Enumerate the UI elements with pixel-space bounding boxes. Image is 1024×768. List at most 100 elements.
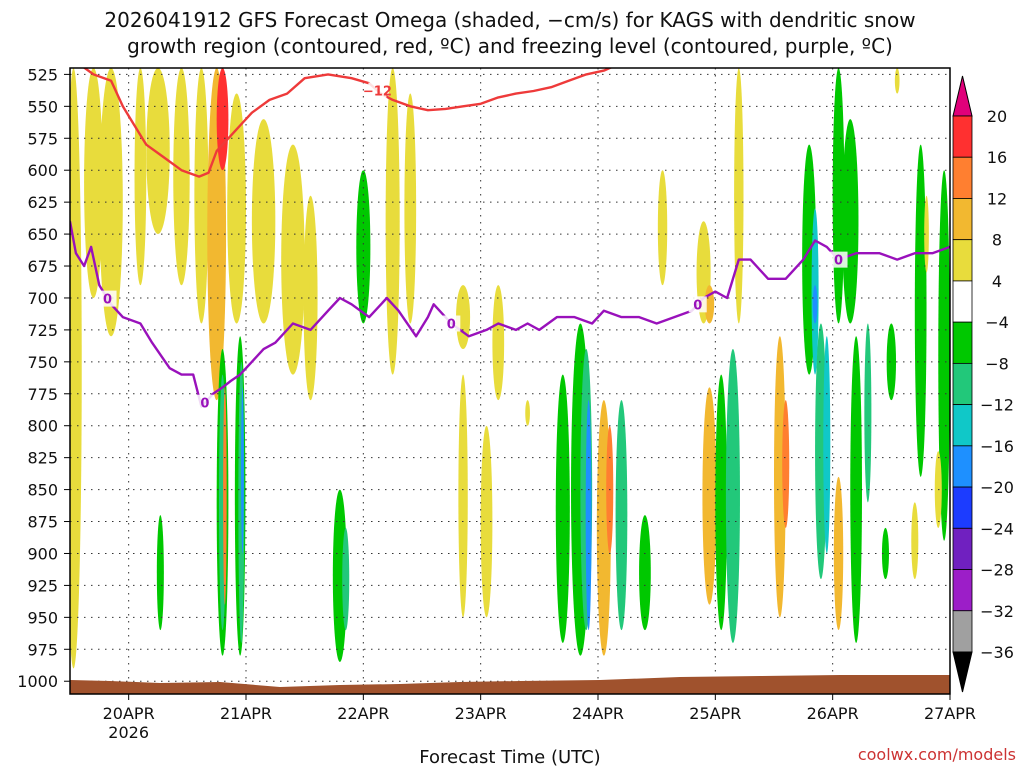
x-tick-label: 23APR	[455, 704, 507, 723]
omega-shade-blob	[216, 68, 229, 171]
omega-shade-blob	[938, 170, 950, 541]
x-axis-label: Forecast Time (UTC)	[419, 747, 600, 768]
omega-shade-blob	[332, 489, 347, 663]
colorbar-segment	[952, 610, 973, 653]
omega-shade-blob	[281, 144, 305, 375]
y-tick-label: 800	[27, 417, 58, 436]
ground-terrain	[70, 675, 950, 694]
omega-shade-blob	[456, 285, 471, 350]
omega-shade-blob	[84, 68, 103, 298]
omega-shade-blob	[812, 285, 818, 324]
omega-shade-blob	[702, 387, 717, 605]
contour-label-bg	[829, 251, 848, 268]
y-tick-label: 550	[27, 97, 58, 116]
colorbar: 20 16 12 8 4 −4 −8 −12 −16 −20 −24 −28 −32 −36	[952, 75, 1014, 693]
y-tick-label: 775	[27, 385, 58, 404]
omega-shade-blob	[525, 400, 530, 426]
omega-shade-blob	[492, 285, 505, 401]
y-tick-label: 1000	[17, 672, 58, 691]
colorbar-label: −28	[980, 561, 1014, 580]
omega-shade-blob	[833, 476, 844, 631]
omega-shade-blob	[134, 68, 147, 286]
y-tick-label: 875	[27, 513, 58, 532]
dendritic-minus12-line	[82, 68, 613, 178]
y-tick-label: 700	[27, 289, 58, 308]
omega-shade-blob	[886, 323, 897, 401]
omega-shade-blob	[657, 170, 668, 286]
contour-label-bg	[688, 296, 707, 313]
contour-label: 0	[447, 318, 456, 333]
omega-shade-blob	[894, 68, 900, 94]
y-tick-label: 600	[27, 161, 58, 180]
x-tick-year-label: 2026	[108, 723, 149, 742]
credit-text: coolwx.com/models	[858, 745, 1016, 764]
omega-shade-blob	[342, 527, 350, 631]
colorbar-segment	[952, 486, 973, 529]
omega-shade-blob	[156, 515, 164, 631]
omega-shade-blob	[555, 374, 570, 643]
omega-shade-blob	[823, 336, 831, 554]
colorbar-bottom-triangle	[952, 651, 973, 693]
colorbar-segment	[952, 362, 973, 406]
y-tick-label: 675	[27, 257, 58, 276]
colorbar-segment	[952, 239, 973, 282]
omega-shade-blob	[251, 119, 276, 324]
omega-shade-blob	[480, 425, 493, 618]
colorbar-segment	[952, 280, 973, 323]
omega-shade-blob	[99, 68, 123, 337]
x-tick-label: 26APR	[807, 704, 859, 723]
contour-labels: 0 0 0 0 0 −12	[98, 82, 848, 412]
contour-label-bg	[442, 315, 461, 332]
colorbar-top-triangle	[952, 75, 973, 117]
colorbar-label: 8	[992, 231, 1002, 250]
omega-shade-blob	[639, 515, 651, 631]
x-tick-label: 20APR	[103, 704, 155, 723]
contour-label: 0	[834, 254, 843, 269]
colorbar-segment	[952, 445, 973, 488]
ground-fill	[70, 675, 950, 694]
colorbar-segment	[952, 404, 973, 447]
y-tick-label: 650	[27, 225, 58, 244]
y-tick-label: 950	[27, 608, 58, 627]
omega-shade-blob	[404, 93, 417, 324]
colorbar-label: −32	[980, 602, 1014, 621]
omega-shade-blob	[585, 400, 592, 631]
omega-shade-blob	[146, 68, 170, 235]
omega-shade-blob	[842, 119, 859, 324]
omega-shade-blob	[458, 374, 468, 618]
omega-shade-blob	[914, 144, 927, 477]
contour-label-bg	[195, 394, 214, 411]
colorbar-label: −36	[980, 643, 1014, 662]
omega-shade-blob	[356, 170, 371, 324]
colorbar-segment	[952, 569, 973, 612]
omega-shade-blob	[782, 400, 790, 528]
omega-shade-blob	[850, 336, 863, 643]
y-tick-label: 900	[27, 544, 58, 563]
colorbar-label: −12	[980, 396, 1014, 415]
y-tick-label: 750	[27, 353, 58, 372]
y-tick-label: 925	[27, 576, 58, 595]
omega-shade-blob	[615, 400, 628, 631]
contour-label-bg	[368, 82, 387, 99]
y-tick-label: 625	[27, 193, 58, 212]
contour-label: 0	[693, 298, 702, 313]
x-tick-label: 24APR	[572, 704, 624, 723]
colorbar-label: −16	[980, 437, 1014, 456]
omega-shading	[70, 68, 950, 669]
colorbar-segment	[952, 321, 973, 364]
colorbar-label: 16	[987, 148, 1007, 167]
colorbar-label: −8	[985, 354, 1009, 373]
x-tick-label: 22APR	[337, 704, 389, 723]
y-tick-label: 825	[27, 449, 58, 468]
omega-shade-blob	[725, 349, 740, 643]
omega-shade-blob	[715, 374, 728, 631]
colorbar-label: −24	[980, 519, 1014, 538]
chart-title-line-2: growth region (contoured, red, ºC) and f…	[127, 34, 893, 58]
plot-frame	[69, 67, 951, 695]
colorbar-segment	[952, 527, 973, 570]
contour-label: 0	[200, 397, 209, 412]
x-tick-label: 27APR	[924, 704, 976, 723]
omega-shade-blob	[774, 336, 786, 618]
